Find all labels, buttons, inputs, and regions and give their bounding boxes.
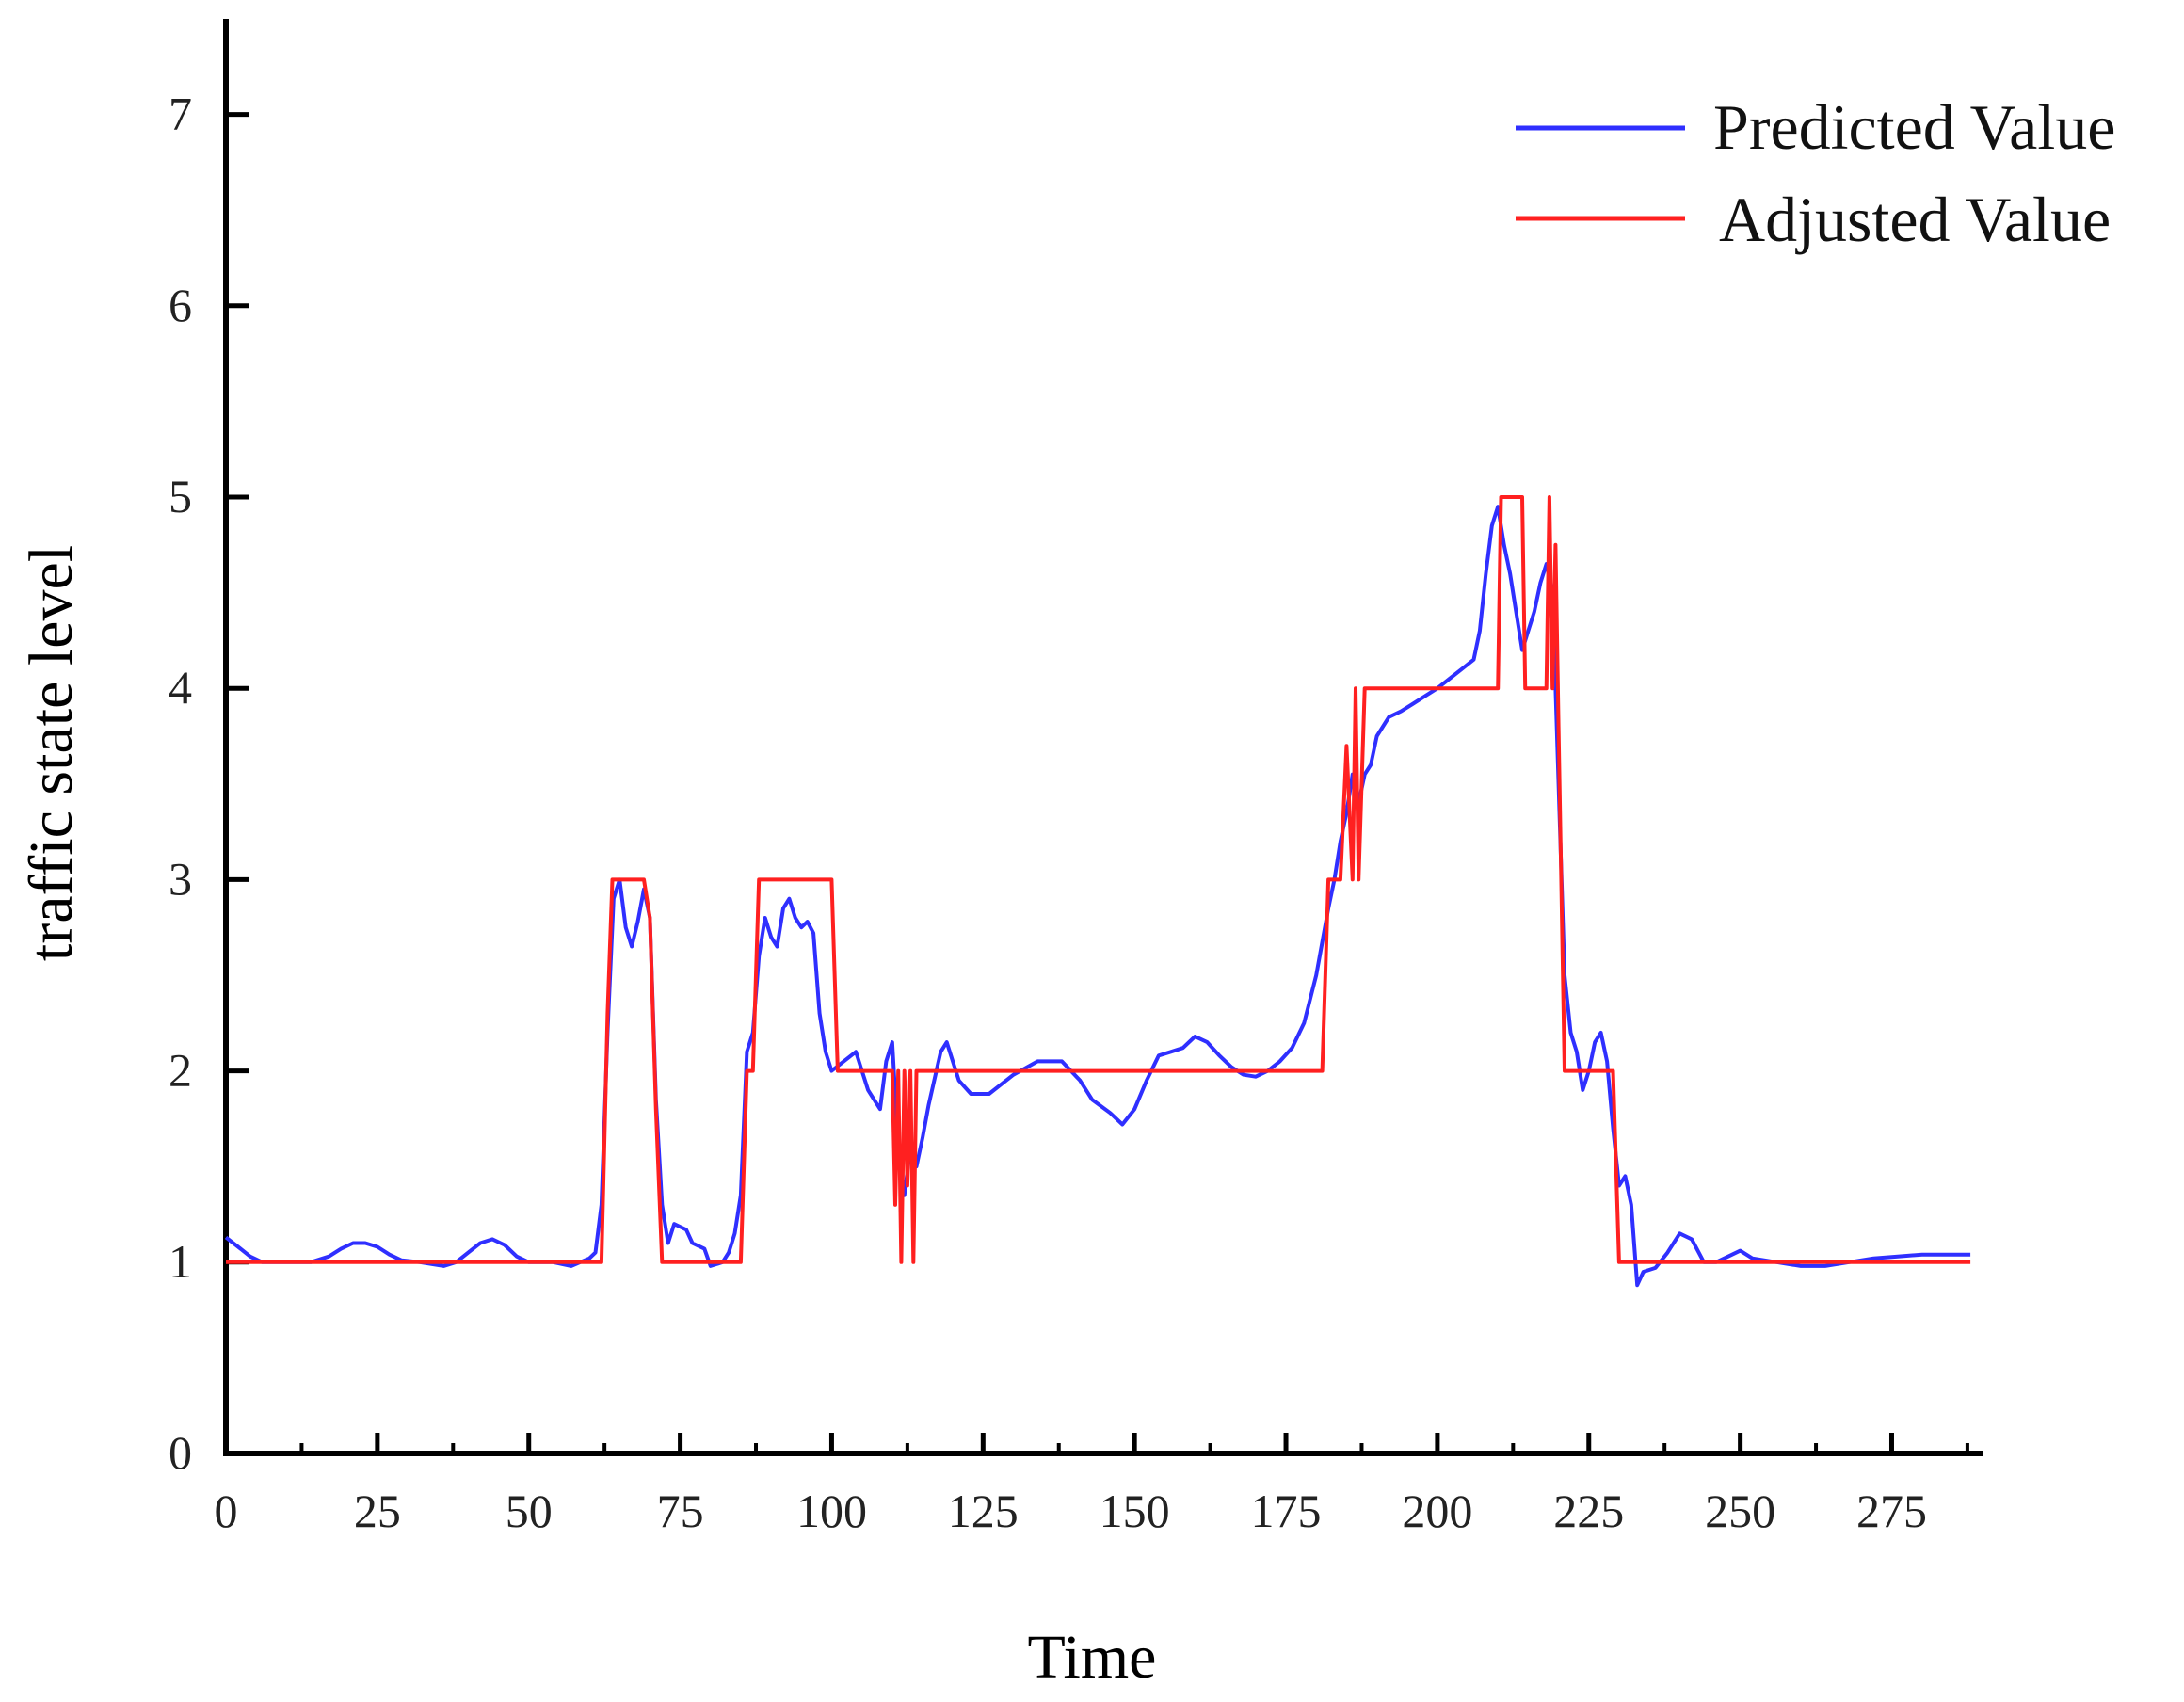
x-tick-label: 25 — [354, 1485, 401, 1537]
x-tick-label: 75 — [657, 1485, 704, 1537]
y-tick-label: 5 — [169, 470, 192, 522]
y-tick-label: 1 — [169, 1235, 192, 1288]
legend-label-adjusted: Adjusted Value — [1719, 184, 2111, 255]
legend-label-predicted: Predicted Value — [1713, 91, 2115, 163]
x-tick-label: 100 — [796, 1485, 867, 1537]
y-axis-title: traffic state level — [17, 545, 86, 961]
axes — [223, 19, 1983, 1456]
x-tick-label: 200 — [1402, 1485, 1472, 1537]
ticks: 0 25 50 75 100 125 150 175 200 225 250 275 0 1 2 3 4 5 6 7 — [169, 88, 1969, 1537]
y-tick-label: 3 — [169, 852, 192, 905]
x-tick-label: 175 — [1251, 1485, 1322, 1537]
y-tick-label: 2 — [169, 1044, 192, 1097]
x-tick-label: 50 — [506, 1485, 553, 1537]
y-tick-label: 6 — [169, 279, 192, 331]
y-tick-label: 0 — [169, 1426, 192, 1479]
x-tick-label: 125 — [948, 1485, 1019, 1537]
series-line-predicted — [224, 505, 1971, 1288]
x-tick-label: 225 — [1553, 1485, 1624, 1537]
x-tick-label: 275 — [1856, 1485, 1927, 1537]
series-line-adjusted — [226, 495, 1971, 1264]
series-lines — [224, 495, 1971, 1288]
y-tick-label: 7 — [169, 88, 192, 140]
x-axis-title: Time — [1028, 1623, 1157, 1692]
x-tick-label: 0 — [215, 1485, 238, 1537]
y-tick-label: 4 — [169, 661, 192, 714]
x-tick-label: 150 — [1100, 1485, 1170, 1537]
x-tick-label: 250 — [1705, 1485, 1775, 1537]
legend: Predicted Value Adjusted Value — [1516, 91, 2115, 255]
